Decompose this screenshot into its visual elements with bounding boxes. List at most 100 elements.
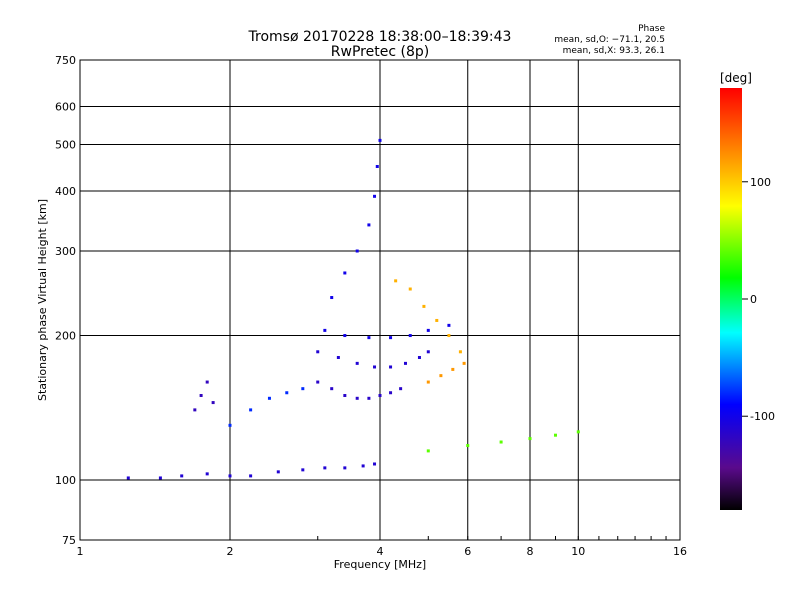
data-point — [343, 466, 347, 470]
data-point — [422, 304, 426, 308]
data-point — [301, 387, 305, 391]
data-point — [343, 334, 347, 338]
data-point — [330, 296, 334, 300]
data-point — [316, 350, 320, 354]
y-axis: 75 100 200 300 400 500 600 750 — [55, 54, 76, 547]
x-tick-label: 10 — [571, 545, 585, 558]
colorbar-tick-label: -100 — [750, 410, 775, 423]
plot-area — [79, 59, 681, 541]
data-point — [355, 249, 359, 253]
data-point — [499, 440, 503, 444]
data-points — [126, 138, 580, 480]
data-point — [158, 476, 162, 480]
data-point — [205, 380, 209, 384]
phase-stats-o: mean, sd,O: −71.1, 20.5 — [554, 35, 665, 45]
y-tick-label: 750 — [55, 54, 76, 67]
phase-colorbar: [deg] 100 0 -100 — [720, 71, 775, 510]
data-point — [378, 138, 382, 142]
data-point — [417, 355, 421, 359]
data-point — [403, 361, 407, 365]
x-axis-label: Frequency [MHz] — [334, 558, 426, 571]
data-point — [439, 374, 443, 378]
phase-stats-heading: Phase — [638, 24, 665, 34]
phase-stats: Phase mean, sd,O: −71.1, 20.5 mean, sd,X… — [554, 24, 665, 56]
y-tick-label: 400 — [55, 185, 76, 198]
y-tick-label: 600 — [55, 101, 76, 114]
data-point — [323, 466, 327, 470]
data-point — [180, 474, 184, 478]
data-point — [373, 365, 377, 369]
data-point — [249, 408, 253, 412]
data-point — [447, 334, 451, 338]
x-tick-label: 1 — [77, 545, 84, 558]
colorbar-tick-label: 100 — [750, 176, 771, 189]
data-point — [375, 164, 379, 168]
data-point — [367, 396, 371, 400]
data-point — [355, 396, 359, 400]
data-point — [343, 271, 347, 275]
data-point — [205, 472, 209, 476]
data-point — [408, 287, 412, 291]
x-tick-label: 8 — [527, 545, 534, 558]
data-point — [367, 223, 371, 227]
data-point — [553, 433, 557, 437]
x-tick-label: 6 — [464, 545, 471, 558]
data-point — [267, 396, 271, 400]
colorbar-tick-label: 0 — [750, 293, 757, 306]
data-point — [199, 394, 203, 398]
data-point — [426, 449, 430, 453]
data-point — [458, 350, 462, 354]
phase-stats-x: mean, sd,X: 93.3, 26.1 — [563, 46, 665, 56]
data-point — [367, 336, 371, 340]
colorbar-label: [deg] — [720, 71, 752, 85]
data-point — [408, 334, 412, 338]
y-tick-label: 500 — [55, 139, 76, 152]
data-point — [451, 367, 455, 371]
data-point — [389, 365, 393, 369]
data-point — [249, 474, 253, 478]
data-point — [276, 470, 280, 474]
data-point — [394, 279, 398, 283]
data-point — [330, 387, 334, 391]
chart-title: Tromsø 20170228 18:38:00–18:39:43 RwPret… — [248, 29, 512, 60]
data-point — [447, 323, 451, 327]
data-point — [193, 408, 197, 412]
data-point — [462, 361, 466, 365]
colorbar-gradient — [720, 88, 742, 510]
data-point — [323, 328, 327, 332]
data-point — [301, 468, 305, 472]
y-axis-label: Stationary phase Virtual Height [km] — [36, 199, 49, 401]
y-tick-label: 200 — [55, 330, 76, 343]
x-axis: 1 2 4 6 8 10 16 — [77, 536, 687, 558]
data-point — [399, 387, 403, 391]
data-point — [228, 474, 232, 478]
data-point — [435, 318, 439, 322]
data-point — [389, 336, 393, 340]
data-point — [285, 391, 289, 395]
y-tick-label: 300 — [55, 245, 76, 258]
y-tick-label: 75 — [62, 534, 76, 547]
data-point — [466, 444, 470, 448]
x-tick-label: 4 — [377, 545, 384, 558]
title-line-2: RwPretec (8p) — [331, 44, 429, 60]
data-point — [373, 194, 377, 198]
data-point — [373, 462, 377, 466]
x-tick-label: 16 — [673, 545, 687, 558]
data-point — [355, 361, 359, 365]
data-point — [576, 430, 580, 434]
colorbar-ticks: 100 0 -100 — [742, 176, 775, 423]
x-tick-label: 2 — [227, 545, 234, 558]
title-line-1: Tromsø 20170228 18:38:00–18:39:43 — [248, 29, 512, 45]
y-tick-label: 100 — [55, 474, 76, 487]
data-point — [426, 350, 430, 354]
data-point — [426, 328, 430, 332]
data-point — [378, 394, 382, 398]
data-point — [336, 355, 340, 359]
data-point — [126, 476, 130, 480]
data-point — [316, 380, 320, 384]
data-point — [389, 391, 393, 395]
data-point — [361, 464, 365, 468]
data-point — [426, 380, 430, 384]
data-point — [343, 394, 347, 398]
